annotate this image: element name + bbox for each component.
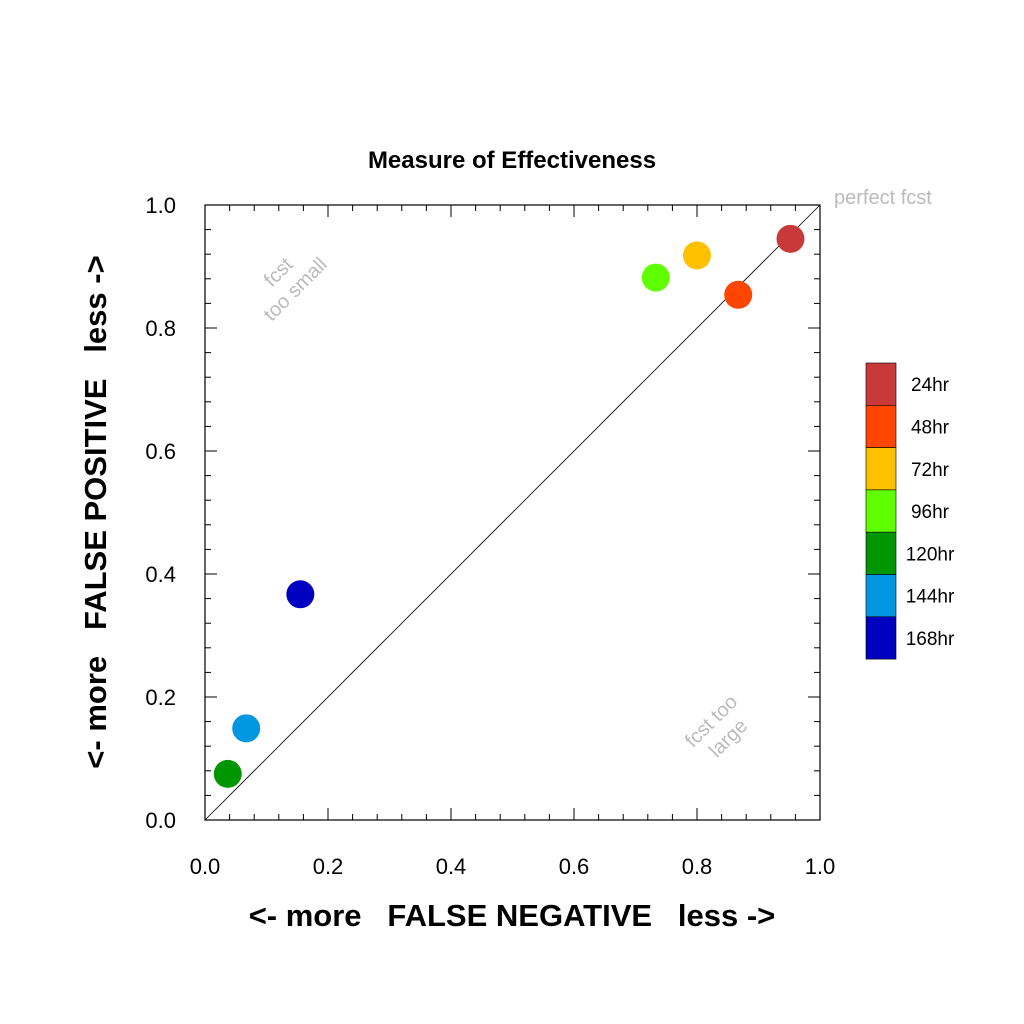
- legend-swatch-168hr: [865, 616, 897, 660]
- plot-frame: [204, 204, 821, 821]
- x-tick-label: 0.2: [313, 854, 344, 879]
- data-point-120hr: [213, 759, 242, 788]
- data-point-72hr: [683, 241, 711, 270]
- y-tick-label: 1.0: [145, 193, 176, 218]
- legend-label-168hr: 168hr: [906, 629, 955, 650]
- data-points: [213, 224, 805, 788]
- plot-area: [204, 204, 821, 821]
- legend: 24hr 48hr 72hr 96hr 120hr 144hr 168hr: [865, 362, 955, 660]
- data-point-96hr: [641, 263, 670, 292]
- legend-swatch-144hr: [865, 574, 897, 618]
- legend-swatch-96hr: [865, 489, 897, 533]
- data-point-168hr: [286, 580, 315, 609]
- y-tick-label: 0.4: [145, 562, 176, 587]
- x-tick-label: 0.0: [190, 854, 221, 879]
- legend-label-24hr: 24hr: [911, 375, 950, 396]
- x-tick-label: 0.4: [436, 854, 467, 879]
- data-point-48hr: [724, 280, 753, 309]
- legend-swatch-48hr: [865, 404, 897, 448]
- chart-title: Measure of Effectiveness: [368, 147, 656, 174]
- y-axis-label: <- more FALSE POSITIVE less ->: [78, 255, 113, 768]
- axis-tick-labels: 0.0 0.0 0.2 0.2 0.4 0.4 0.6 0.6 0.8 0.8 1.0 1.0: [145, 193, 835, 879]
- x-tick-label: 0.8: [682, 854, 713, 879]
- x-tick-label: 1.0: [805, 854, 836, 879]
- legend-swatch-24hr: [865, 362, 897, 406]
- y-tick-label: 0.0: [145, 808, 176, 833]
- legend-label-48hr: 48hr: [911, 417, 950, 438]
- y-tick-label: 0.6: [145, 439, 176, 464]
- too-small-annotation: fcst too small: [260, 254, 332, 326]
- legend-label-96hr: 96hr: [911, 502, 950, 523]
- legend-swatch-120hr: [865, 531, 897, 575]
- x-axis-label: <- more FALSE NEGATIVE less ->: [249, 898, 776, 933]
- too-large-annotation: fcst too large: [681, 691, 752, 762]
- axis-ticks: [204, 204, 821, 821]
- y-tick-label: 0.2: [145, 685, 176, 710]
- legend-label-144hr: 144hr: [906, 587, 955, 608]
- data-point-144hr: [232, 714, 261, 743]
- diagonal-reference-line: [204, 204, 821, 821]
- legend-label-72hr: 72hr: [911, 460, 950, 481]
- data-point-24hr: [776, 224, 805, 253]
- perfect-forecast-annotation: perfect fcst: [834, 187, 932, 209]
- x-tick-label: 0.6: [559, 854, 590, 879]
- legend-label-120hr: 120hr: [906, 544, 955, 565]
- legend-swatch-72hr: [865, 447, 897, 491]
- y-tick-label: 0.8: [145, 316, 176, 341]
